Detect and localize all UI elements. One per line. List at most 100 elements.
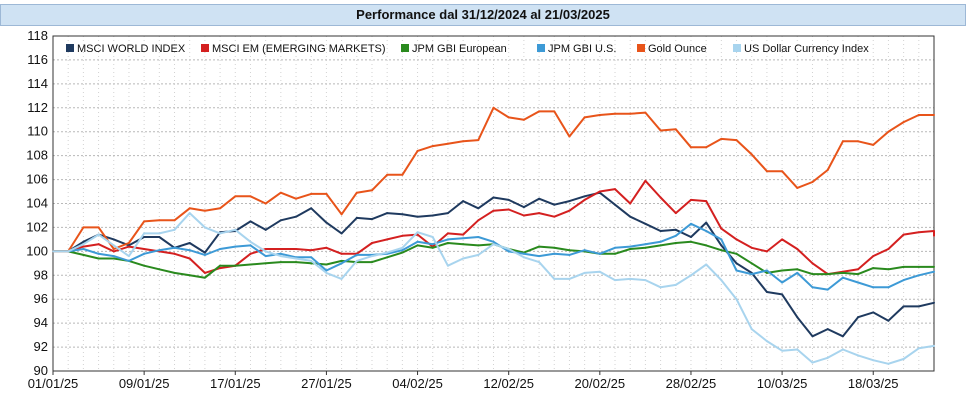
plot-border xyxy=(52,35,935,372)
data-point xyxy=(446,142,449,145)
data-point xyxy=(249,195,252,198)
data-point xyxy=(674,128,677,131)
data-point xyxy=(841,335,844,338)
data-point xyxy=(644,279,647,282)
data-point xyxy=(568,249,571,252)
data-point xyxy=(310,249,313,252)
data-point xyxy=(705,244,708,247)
data-point xyxy=(826,169,829,171)
data-point xyxy=(158,236,161,238)
data-point xyxy=(325,246,328,249)
data-point xyxy=(264,255,267,258)
data-point xyxy=(568,277,571,280)
data-point xyxy=(902,279,905,282)
y-tick-label: 108 xyxy=(26,148,48,163)
data-point xyxy=(568,253,571,256)
data-point xyxy=(82,240,85,243)
data-point xyxy=(659,240,662,243)
data-point xyxy=(689,274,692,277)
data-point xyxy=(264,262,267,265)
y-tick-label: 92 xyxy=(34,339,48,354)
legend-swatch xyxy=(537,44,545,52)
data-point xyxy=(249,263,252,266)
data-point xyxy=(781,238,784,241)
data-point xyxy=(279,252,282,255)
data-point xyxy=(750,153,753,156)
data-point xyxy=(583,116,586,119)
data-point xyxy=(917,231,920,234)
data-point xyxy=(492,243,495,246)
data-point xyxy=(644,111,647,114)
data-point xyxy=(507,247,510,250)
data-point xyxy=(644,222,647,225)
x-tick-label: 17/01/25 xyxy=(210,376,261,391)
data-point xyxy=(325,192,328,195)
data-point xyxy=(112,244,115,247)
data-point xyxy=(416,215,419,218)
series-line-1 xyxy=(53,179,935,276)
data-point xyxy=(614,203,617,206)
data-point xyxy=(689,146,692,149)
data-point xyxy=(917,274,920,277)
data-point xyxy=(765,170,768,173)
data-point xyxy=(887,247,890,250)
data-point xyxy=(401,246,404,249)
data-point xyxy=(340,259,343,262)
data-point xyxy=(857,140,860,143)
data-point xyxy=(431,246,434,249)
data-point xyxy=(279,261,282,264)
data-point xyxy=(97,252,100,255)
data-point xyxy=(234,264,237,267)
data-point xyxy=(127,241,130,244)
data-point xyxy=(203,226,206,229)
data-point xyxy=(796,247,799,250)
data-point xyxy=(674,241,677,244)
data-point xyxy=(689,236,692,238)
data-point xyxy=(370,255,373,258)
data-point xyxy=(386,212,389,215)
data-point xyxy=(705,146,708,149)
data-point xyxy=(568,200,571,203)
data-point xyxy=(857,316,860,319)
data-point xyxy=(340,252,343,255)
data-point xyxy=(477,139,480,142)
data-point xyxy=(598,270,601,273)
legend-swatch xyxy=(66,44,74,52)
data-point xyxy=(67,250,70,253)
data-point xyxy=(568,209,571,212)
data-point xyxy=(811,273,814,276)
data-point xyxy=(325,263,328,266)
data-point xyxy=(614,246,617,249)
data-point xyxy=(462,257,465,260)
data-point xyxy=(446,212,449,215)
data-point xyxy=(158,268,161,271)
data-point xyxy=(173,246,176,249)
data-point xyxy=(933,265,935,268)
data-point xyxy=(583,271,586,274)
data-point xyxy=(249,244,252,247)
data-point xyxy=(659,286,662,289)
data-point xyxy=(887,362,890,365)
data-point xyxy=(477,253,480,256)
data-point xyxy=(234,195,237,198)
data-point xyxy=(401,213,404,216)
data-point xyxy=(735,139,738,142)
data-point xyxy=(52,250,54,253)
data-point xyxy=(310,259,313,262)
data-point xyxy=(644,243,647,246)
data-point xyxy=(370,218,373,221)
data-point xyxy=(933,230,935,233)
data-point xyxy=(902,265,905,268)
y-tick-label: 104 xyxy=(26,196,48,211)
data-point xyxy=(705,230,708,233)
data-point xyxy=(735,238,738,241)
data-point xyxy=(264,228,267,231)
data-point xyxy=(355,216,358,219)
data-point xyxy=(416,231,419,234)
data-point xyxy=(492,106,495,109)
data-point xyxy=(689,198,692,201)
legend-swatch xyxy=(401,44,409,52)
data-point xyxy=(143,247,146,250)
x-tick-label: 10/03/25 xyxy=(757,376,808,391)
data-point xyxy=(401,251,404,254)
